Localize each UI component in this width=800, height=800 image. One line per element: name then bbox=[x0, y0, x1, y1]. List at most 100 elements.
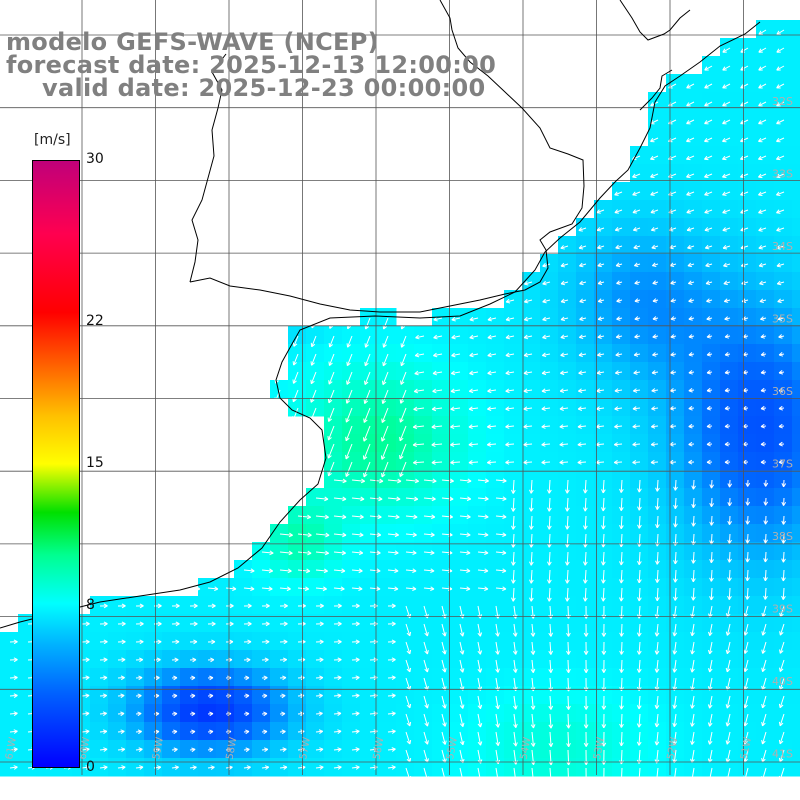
wind-speed-cell bbox=[288, 524, 307, 543]
wind-speed-cell bbox=[198, 740, 217, 759]
wind-arrow bbox=[778, 441, 785, 447]
wind-arrow bbox=[541, 424, 551, 429]
wind-arrow bbox=[387, 621, 396, 627]
wind-arrow bbox=[297, 532, 312, 538]
wind-speed-cell bbox=[414, 524, 433, 543]
wind-speed-cell bbox=[252, 740, 271, 759]
wind-arrow bbox=[369, 478, 384, 484]
wind-speed-cell bbox=[684, 182, 703, 201]
wind-speed-cell bbox=[540, 308, 559, 327]
wind-speed-cell bbox=[666, 596, 685, 615]
wind-arrow bbox=[243, 657, 251, 663]
wind-arrow bbox=[207, 711, 214, 717]
wind-speed-cell bbox=[594, 596, 613, 615]
wind-arrow bbox=[81, 639, 90, 645]
wind-speed-cell bbox=[792, 506, 800, 525]
wind-arrow bbox=[740, 65, 749, 71]
wind-speed-cell bbox=[720, 578, 739, 597]
wind-speed-cell bbox=[270, 560, 289, 579]
colorbar-tick: 8 bbox=[86, 596, 95, 613]
wind-speed-cell bbox=[486, 506, 505, 525]
wind-speed-cell bbox=[486, 686, 505, 705]
wind-speed-cell bbox=[378, 578, 397, 597]
wind-speed-cell bbox=[666, 452, 685, 471]
wind-speed-cell bbox=[684, 560, 703, 579]
wind-speed-cell bbox=[792, 110, 800, 129]
wind-speed-cell bbox=[450, 686, 469, 705]
wind-arrow bbox=[709, 479, 715, 489]
wind-arrow bbox=[529, 533, 534, 548]
wind-arrow bbox=[560, 370, 569, 376]
wind-arrow bbox=[369, 550, 381, 556]
wind-arrow bbox=[688, 405, 695, 411]
wind-arrow bbox=[650, 191, 659, 196]
wind-speed-cell bbox=[540, 380, 559, 399]
wind-speed-cell bbox=[216, 704, 235, 723]
wind-speed-cell bbox=[738, 506, 757, 525]
wind-speed-cell bbox=[252, 614, 271, 633]
wind-speed-cell bbox=[738, 452, 757, 471]
wind-speed-cell bbox=[684, 524, 703, 543]
wind-speed-cell bbox=[648, 434, 667, 453]
wind-speed-cell bbox=[612, 362, 631, 381]
wind-speed-cell bbox=[648, 344, 667, 363]
wind-speed-cell bbox=[558, 362, 577, 381]
wind-arrow bbox=[207, 657, 215, 663]
wind-speed-cell bbox=[558, 344, 577, 363]
wind-speed-cell bbox=[612, 398, 631, 417]
wind-arrow bbox=[722, 191, 731, 196]
wind-arrow bbox=[261, 711, 268, 717]
wind-arrow bbox=[189, 711, 196, 717]
wind-arrow bbox=[778, 749, 785, 763]
wind-speed-cell bbox=[198, 578, 217, 597]
wind-speed-cell bbox=[594, 218, 613, 237]
wind-arrow bbox=[477, 478, 489, 484]
wind-speed-cell bbox=[126, 722, 145, 741]
wind-arrow bbox=[333, 586, 345, 592]
wind-speed-cell bbox=[414, 362, 433, 381]
wind-arrow bbox=[566, 695, 571, 710]
wind-arrow bbox=[776, 155, 785, 161]
wind-arrow bbox=[614, 388, 623, 393]
wind-arrow bbox=[651, 262, 659, 268]
wind-speed-cell bbox=[522, 380, 541, 399]
wind-speed-cell bbox=[414, 740, 433, 759]
wind-arrow bbox=[414, 352, 425, 358]
wind-arrow bbox=[763, 533, 768, 544]
wind-speed-cell bbox=[450, 758, 469, 777]
wind-speed-cell bbox=[792, 146, 800, 165]
wind-arrow bbox=[758, 65, 767, 71]
wind-arrow bbox=[529, 497, 534, 512]
wind-speed-cell bbox=[360, 524, 379, 543]
wind-speed-cell bbox=[540, 452, 559, 471]
wind-speed-cell bbox=[486, 398, 505, 417]
wind-arrow bbox=[495, 514, 507, 520]
wind-arrow bbox=[207, 675, 214, 681]
wind-speed-cell bbox=[702, 686, 721, 705]
wind-arrow bbox=[207, 747, 214, 753]
wind-speed-cell bbox=[450, 308, 469, 327]
wind-arrow bbox=[654, 641, 660, 655]
wind-speed-cell bbox=[306, 686, 325, 705]
wind-arrow bbox=[781, 497, 787, 506]
wind-speed-cell bbox=[702, 326, 721, 345]
wind-speed-cell bbox=[594, 470, 613, 489]
wind-arrow bbox=[171, 693, 178, 699]
wind-arrow bbox=[117, 747, 126, 752]
wind-arrow bbox=[686, 119, 695, 125]
wind-speed-cell bbox=[90, 632, 109, 651]
wind-speed-cell bbox=[504, 470, 523, 489]
wind-speed-cell bbox=[522, 632, 541, 651]
wind-speed-cell bbox=[792, 416, 800, 435]
wind-speed-cell bbox=[720, 290, 739, 309]
wind-speed-cell bbox=[756, 632, 775, 651]
wind-speed-cell bbox=[288, 578, 307, 597]
wind-speed-cell bbox=[324, 416, 343, 435]
wind-speed-cell bbox=[468, 758, 487, 777]
wind-speed-cell bbox=[558, 758, 577, 777]
wind-speed-cell bbox=[180, 758, 199, 777]
wind-speed-cell bbox=[522, 506, 541, 525]
wind-speed-cell bbox=[612, 380, 631, 399]
wind-speed-cell bbox=[270, 524, 289, 543]
wind-arrow bbox=[614, 209, 623, 214]
